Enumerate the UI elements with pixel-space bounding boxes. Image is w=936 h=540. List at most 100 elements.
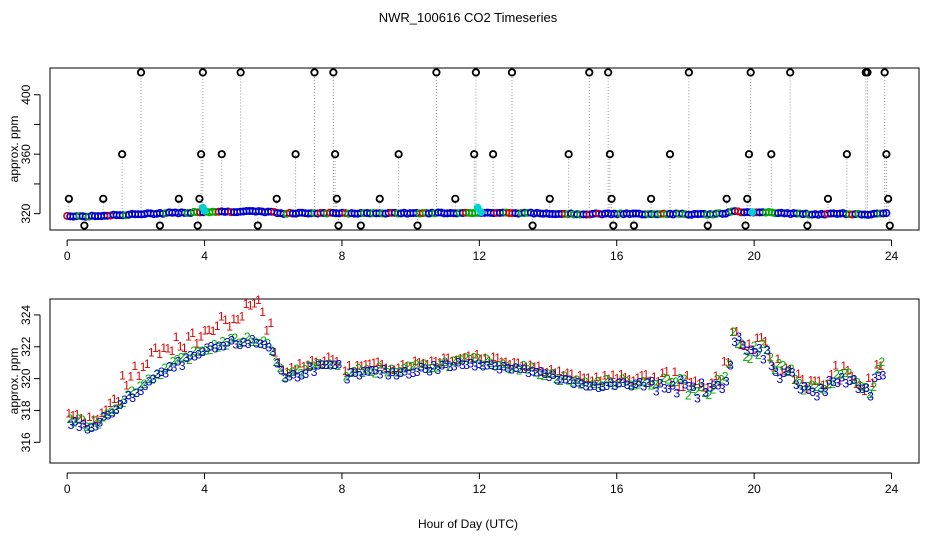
- series-2-marker: 2: [672, 375, 679, 389]
- raw-spike-point: [885, 221, 894, 230]
- series-2-marker: 2: [738, 337, 745, 351]
- series-1-marker: 1: [622, 370, 629, 384]
- series-3-marker: 3: [645, 376, 652, 390]
- series-2-marker: 2: [499, 357, 506, 371]
- series-1-marker: 1: [651, 370, 658, 384]
- series-2-marker: 2: [388, 362, 395, 376]
- series-2-marker: 2: [755, 348, 762, 362]
- series-1-marker: 1: [729, 325, 736, 339]
- series-2-marker: 2: [310, 359, 317, 373]
- series-1-marker: 1: [474, 348, 481, 362]
- series-1-marker: 1: [449, 354, 456, 368]
- series-3-marker: 3: [315, 358, 322, 372]
- series-2-marker: 2: [145, 372, 152, 386]
- series-2-marker: 2: [236, 336, 243, 350]
- series-1-marker: 1: [420, 357, 427, 371]
- series-3-marker: 3: [488, 358, 495, 372]
- series-2-marker: 2: [660, 371, 667, 385]
- y-tick-label: 360: [19, 144, 33, 164]
- series-1-marker: 1: [173, 330, 180, 344]
- series-1-marker: 1: [717, 374, 724, 388]
- series-1-marker: 1: [210, 324, 217, 338]
- series-2-marker: 2: [656, 376, 663, 390]
- series-2-marker: 2: [829, 377, 836, 391]
- series-3-marker: 3: [422, 362, 429, 376]
- series-3-marker: 3: [566, 373, 573, 387]
- series-1-marker: 1: [614, 372, 621, 386]
- series-1-marker: 1: [865, 371, 872, 385]
- series-3-marker: 3: [105, 409, 112, 423]
- series-2-marker: 2: [668, 376, 675, 390]
- series-2-marker: 2: [808, 378, 815, 392]
- series-3-marker: 3: [158, 365, 165, 379]
- raw-spike-point: [195, 194, 204, 203]
- raw-spike-point: [741, 221, 750, 230]
- series-2-marker: 2: [128, 384, 135, 398]
- series-1-marker: 1: [218, 310, 225, 324]
- series-3-marker: 3: [764, 344, 771, 358]
- series-2-marker: 2: [648, 379, 655, 393]
- series-1-marker: 1: [721, 354, 728, 368]
- series-1-marker: 1: [193, 336, 200, 350]
- series-1-marker: 1: [136, 369, 143, 383]
- series-2-marker: 2: [582, 375, 589, 389]
- series-3-marker: 3: [303, 367, 310, 381]
- series-1-marker: 1: [375, 355, 382, 369]
- series-1-marker: 1: [457, 351, 464, 365]
- series-3-marker: 3: [187, 349, 194, 363]
- raw-spike-point: [253, 221, 262, 230]
- raw-spike-point: [545, 194, 554, 203]
- series-2-marker: 2: [710, 383, 717, 397]
- series-1-marker: 1: [70, 409, 77, 423]
- series-2-marker: 2: [879, 355, 886, 369]
- series-1-marker: 1: [461, 350, 468, 364]
- series-2-marker: 2: [405, 359, 412, 373]
- series-3-marker: 3: [397, 366, 404, 380]
- series-2-marker: 2: [532, 366, 539, 380]
- series-3-marker: 3: [261, 338, 268, 352]
- series-2-marker: 2: [734, 337, 741, 351]
- series-2-marker: 2: [611, 378, 618, 392]
- series-3-marker: 3: [447, 360, 454, 374]
- series-1-marker: 1: [66, 406, 73, 420]
- bottom-plot-frame: [49, 298, 920, 464]
- series-1-marker: 1: [836, 373, 843, 387]
- raw-spike-point: [80, 221, 89, 230]
- raw-spike-point: [272, 194, 281, 203]
- series-2-marker: 2: [726, 357, 733, 371]
- series-2-marker: 2: [351, 364, 358, 378]
- series-1-marker: 1: [828, 367, 835, 381]
- series-1-marker: 1: [181, 341, 188, 355]
- x-tick-label: 8: [339, 249, 346, 263]
- series-2-marker: 2: [409, 359, 416, 373]
- series-2-marker: 2: [594, 374, 601, 388]
- x-axis-label: Hour of Day (UTC): [418, 517, 518, 531]
- series-1-marker: 1: [222, 313, 229, 327]
- raw-spike-point: [470, 150, 479, 159]
- series-3-marker: 3: [785, 364, 792, 378]
- series-3-marker: 3: [871, 371, 878, 385]
- series-1-marker: 1: [226, 319, 233, 333]
- series-3-marker: 3: [298, 369, 305, 383]
- series-1-marker: 1: [469, 351, 476, 365]
- series-1-marker: 1: [803, 382, 810, 396]
- series-3-marker: 3: [731, 335, 738, 349]
- x-tick-label: 12: [473, 249, 487, 263]
- series-2-marker: 2: [516, 363, 523, 377]
- y-tick-label: 318: [19, 400, 33, 420]
- series-3-marker: 3: [249, 332, 256, 346]
- series-3-marker: 3: [245, 337, 252, 351]
- series-2-marker: 2: [124, 388, 131, 402]
- series-3-marker: 3: [591, 379, 598, 393]
- series-3-marker: 3: [282, 372, 289, 386]
- raw-spike-point: [629, 221, 639, 230]
- series-1-marker: 1: [350, 364, 357, 378]
- series-1-marker: 1: [560, 368, 567, 382]
- series-1-marker: 1: [523, 360, 530, 374]
- series-3-marker: 3: [274, 357, 281, 371]
- series-2-marker: 2: [561, 369, 568, 383]
- series-1-marker: 1: [486, 354, 493, 368]
- series-1-marker: 1: [812, 374, 819, 388]
- series-1-marker: 1: [379, 357, 386, 371]
